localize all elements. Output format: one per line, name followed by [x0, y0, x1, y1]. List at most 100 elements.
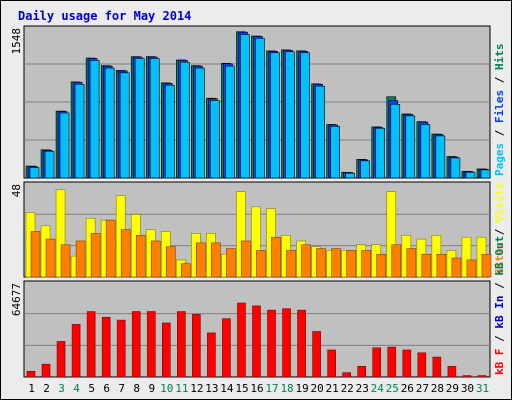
- bar-sites-day-12: [196, 242, 206, 278]
- bar-sites-day-21: [331, 248, 341, 278]
- bar-sites-day-11: [181, 263, 191, 278]
- bar-sites-day-25: [391, 244, 402, 278]
- bar-kbf-day-11: [177, 311, 186, 378]
- bar-pages-day-14: [225, 65, 235, 179]
- x-tick-label: 25: [386, 382, 399, 395]
- bar-pages-day-31: [480, 169, 491, 179]
- bar-sites-day-31: [481, 253, 492, 278]
- x-tick-label: 4: [73, 382, 80, 395]
- x-tick-label: 20: [311, 382, 324, 395]
- x-tick-label: 16: [250, 382, 263, 395]
- bar-sites-day-5: [90, 233, 101, 278]
- legend-text: Pages / Files / Hits: [493, 44, 506, 177]
- bar-sites-day-10: [165, 246, 176, 278]
- bar-pages-day-11: [180, 62, 190, 179]
- bar-visits-day-3: [55, 189, 66, 278]
- legend-item: Hits: [493, 44, 506, 71]
- bar-kbf-day-17: [267, 309, 276, 378]
- bar-pages-day-17: [270, 52, 280, 179]
- bar-sites-day-4: [75, 240, 86, 278]
- bar-kbf-day-9: [146, 311, 156, 378]
- x-tick-label: 2: [43, 382, 50, 395]
- bar-sites-day-15: [241, 240, 251, 278]
- bar-visits-day-16: [251, 206, 261, 278]
- legend-separator: /: [493, 329, 506, 349]
- y-axis-max-label: 64677: [10, 283, 23, 316]
- bar-kbf-day-26: [402, 349, 412, 378]
- bar-sites-day-17: [271, 236, 281, 278]
- x-tick-label: 21: [326, 382, 339, 395]
- x-tick-label: 7: [118, 382, 125, 395]
- legend-text: Sites / Visits: [493, 182, 506, 275]
- bar-pages-day-24: [375, 127, 386, 179]
- bar-kbf-day-14: [222, 318, 231, 378]
- x-tick-label: 13: [205, 382, 218, 395]
- bar-pages-day-28: [435, 135, 446, 179]
- bar-sites-day-24: [376, 253, 387, 278]
- x-tick-label: 19: [295, 382, 308, 395]
- x-tick-label: 30: [461, 382, 474, 395]
- x-tick-label: 27: [416, 382, 429, 395]
- bar-pages-day-12: [195, 67, 205, 179]
- bar-kbf-day-13: [207, 332, 216, 378]
- bar-sites-day-23: [361, 250, 372, 278]
- bar-sites-day-13: [211, 242, 221, 278]
- panel-hits-files-pages: 1548: [10, 25, 491, 179]
- bar-pages-day-13: [210, 100, 220, 179]
- bar-kbf-day-29: [447, 366, 457, 378]
- y-axis-max-label: 1548: [10, 28, 23, 55]
- x-tick-label: 11: [175, 382, 188, 395]
- bar-kbf-day-21: [327, 349, 336, 378]
- x-axis-day-labels: 1 2 3 4 5 6 7 8 9 10 11 12 13 14 15 16 17 18 19 20 21 22 23 24 2…: [28, 382, 489, 395]
- legend-item: kB In: [493, 296, 506, 329]
- bar-kbf-day-31: [477, 375, 487, 378]
- bar-pages-day-2: [44, 150, 55, 179]
- bar-pages-day-20: [315, 85, 325, 179]
- bar-kbf-day-22: [342, 372, 351, 378]
- bar-pages-day-19: [300, 52, 310, 179]
- bar-kbf-day-16: [252, 305, 261, 378]
- bar-visits-day-30: [461, 236, 472, 278]
- bar-kbf-day-3: [56, 341, 66, 378]
- x-tick-label: 3: [58, 382, 65, 395]
- x-tick-label: 14: [220, 382, 234, 395]
- bar-kbf-day-20: [312, 331, 321, 378]
- bar-kbf-day-5: [86, 311, 96, 378]
- bar-kbf-day-2: [41, 363, 51, 378]
- bar-pages-day-5: [89, 60, 100, 179]
- legend-kb-traffic: kB F / kB In / kB Out: [493, 236, 506, 375]
- legend-item: Pages: [493, 143, 506, 176]
- x-tick-label: 26: [401, 382, 414, 395]
- bar-sites-day-1: [30, 231, 41, 278]
- bar-kbf-day-25: [387, 346, 397, 378]
- legend-separator: /: [493, 70, 506, 90]
- bar-kbf-day-10: [161, 322, 171, 378]
- legend-separator: /: [493, 123, 506, 143]
- bar-kbf-day-24: [372, 347, 382, 378]
- bar-sites-day-26: [406, 248, 417, 278]
- bar-pages-day-4: [74, 84, 85, 179]
- bar-pages-day-3: [59, 112, 70, 179]
- bar-pages-day-7: [119, 72, 130, 179]
- x-tick-label: 5: [88, 382, 95, 395]
- bar-sites-day-28: [436, 253, 447, 278]
- legend-visits-sites: Sites / Visits: [493, 182, 506, 275]
- legend-item: Files: [493, 90, 506, 123]
- bar-visits-day-25: [386, 191, 397, 278]
- x-tick-label: 22: [341, 382, 354, 395]
- legend-item: Visits: [493, 182, 506, 222]
- bar-pages-day-9: [149, 58, 160, 179]
- bar-kbf-day-18: [282, 308, 291, 378]
- bar-pages-day-23: [360, 160, 371, 179]
- bar-pages-day-29: [450, 157, 461, 179]
- bar-kbf-day-8: [131, 311, 141, 378]
- bar-pages-day-8: [134, 58, 145, 179]
- x-tick-label: 12: [190, 382, 203, 395]
- x-tick-label: 23: [356, 382, 369, 395]
- x-tick-label: 1: [28, 382, 35, 395]
- bar-kbf-day-30: [462, 375, 472, 378]
- bar-pages-day-30: [465, 171, 476, 179]
- bar-sites-day-27: [421, 253, 432, 278]
- bar-pages-day-22: [345, 172, 355, 179]
